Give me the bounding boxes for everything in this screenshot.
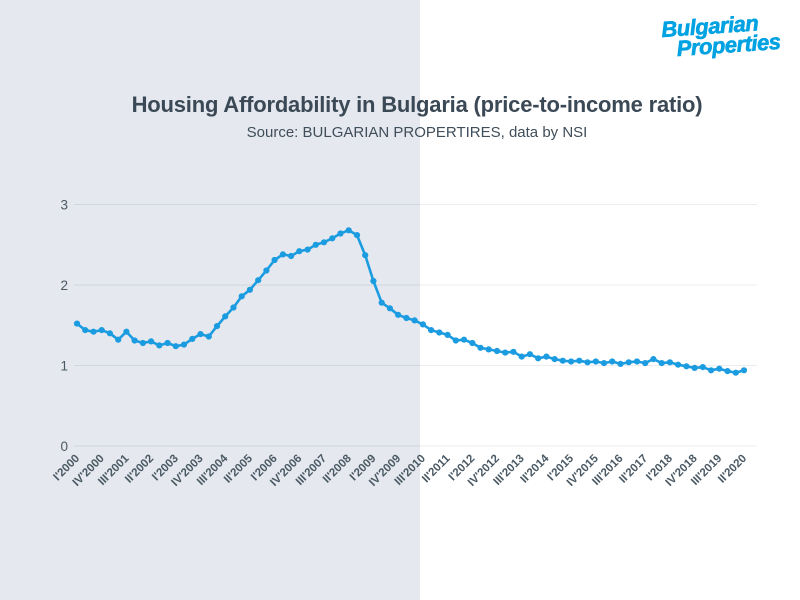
- data-point: [535, 355, 542, 362]
- data-point: [172, 343, 179, 350]
- data-point: [724, 368, 731, 375]
- data-point: [156, 342, 163, 349]
- data-point: [106, 330, 113, 337]
- data-point: [469, 339, 476, 347]
- data-point: [633, 358, 641, 365]
- data-point: [337, 230, 344, 237]
- data-point: [609, 358, 616, 365]
- data-point: [477, 344, 484, 351]
- x-tick-label: II'2014: [518, 452, 551, 485]
- y-tick-label: 1: [60, 359, 68, 374]
- data-point: [642, 360, 649, 367]
- data-point: [255, 277, 262, 284]
- data-point: [246, 286, 253, 293]
- data-point: [123, 328, 130, 335]
- data-point: [131, 337, 138, 344]
- data-point: [189, 335, 196, 342]
- x-tick-label: II'2011: [420, 452, 453, 485]
- data-point: [518, 353, 525, 360]
- data-point: [386, 305, 393, 312]
- data-point: [296, 248, 303, 255]
- data-point: [362, 252, 369, 259]
- data-point: [617, 360, 624, 367]
- data-point: [502, 349, 509, 356]
- data-point: [625, 359, 632, 366]
- data-line: [75, 229, 746, 375]
- data-point: [551, 356, 558, 363]
- x-tick-label: II'2020: [716, 453, 749, 486]
- data-point: [436, 329, 443, 336]
- data-point: [658, 360, 665, 367]
- x-tick-label: II'2002: [123, 453, 156, 486]
- data-point: [98, 327, 105, 334]
- data-point: [395, 311, 402, 318]
- data-point: [576, 357, 583, 364]
- data-point: [271, 256, 278, 264]
- x-tick-label: II'2008: [321, 452, 354, 485]
- data-point: [584, 359, 591, 366]
- data-point: [740, 367, 748, 374]
- data-point: [180, 341, 188, 348]
- data-point: [543, 353, 550, 360]
- data-point: [485, 346, 492, 353]
- data-point: [378, 299, 385, 306]
- data-point: [411, 317, 418, 324]
- data-point: [238, 293, 245, 300]
- y-tick-label: 3: [60, 198, 68, 213]
- data-point: [600, 360, 608, 367]
- data-point: [205, 333, 212, 340]
- data-point: [592, 358, 599, 365]
- data-point: [263, 267, 270, 274]
- data-point: [428, 327, 435, 334]
- data-point: [559, 357, 566, 364]
- data-point: [650, 356, 657, 363]
- data-point: [493, 347, 501, 355]
- chart-header: Housing Affordability in Bulgaria (price…: [0, 0, 800, 141]
- data-point: [304, 246, 311, 253]
- data-point: [139, 339, 146, 347]
- data-point: [699, 364, 706, 371]
- data-point: [691, 364, 698, 371]
- data-point: [148, 338, 155, 345]
- data-point: [526, 351, 534, 358]
- data-point: [370, 277, 377, 285]
- data-point: [164, 339, 171, 347]
- data-point: [320, 239, 328, 246]
- data-point: [510, 348, 517, 355]
- data-point: [197, 331, 204, 338]
- data-point: [279, 251, 286, 258]
- data-point: [288, 252, 295, 260]
- x-tick-label: II'2005: [222, 452, 255, 485]
- data-point: [419, 321, 426, 328]
- data-point: [213, 323, 221, 330]
- data-point: [716, 365, 723, 372]
- data-point: [403, 314, 410, 322]
- data-point: [115, 336, 122, 343]
- chart-subtitle: Source: BULGARIAN PROPERTIRES, data by N…: [246, 124, 588, 141]
- data-point: [732, 369, 739, 376]
- data-point: [666, 359, 674, 366]
- data-point: [444, 331, 451, 338]
- data-point: [353, 232, 361, 239]
- data-point: [675, 361, 682, 368]
- data-point: [568, 358, 575, 365]
- data-point: [452, 337, 459, 344]
- data-point: [345, 227, 352, 234]
- data-point: [329, 235, 336, 242]
- data-point: [460, 336, 468, 343]
- data-point: [708, 367, 715, 374]
- data-point: [683, 363, 690, 370]
- data-point: [90, 328, 97, 335]
- chart-title: Housing Affordability in Bulgaria (price…: [131, 92, 703, 117]
- data-point: [312, 241, 319, 248]
- y-tick-label: 2: [60, 278, 68, 293]
- data-point: [82, 327, 89, 334]
- data-point: [73, 320, 81, 327]
- data-point: [230, 304, 237, 311]
- x-tick-label: II'2017: [617, 453, 650, 486]
- y-tick-label: 0: [60, 439, 68, 454]
- data-point: [222, 313, 229, 320]
